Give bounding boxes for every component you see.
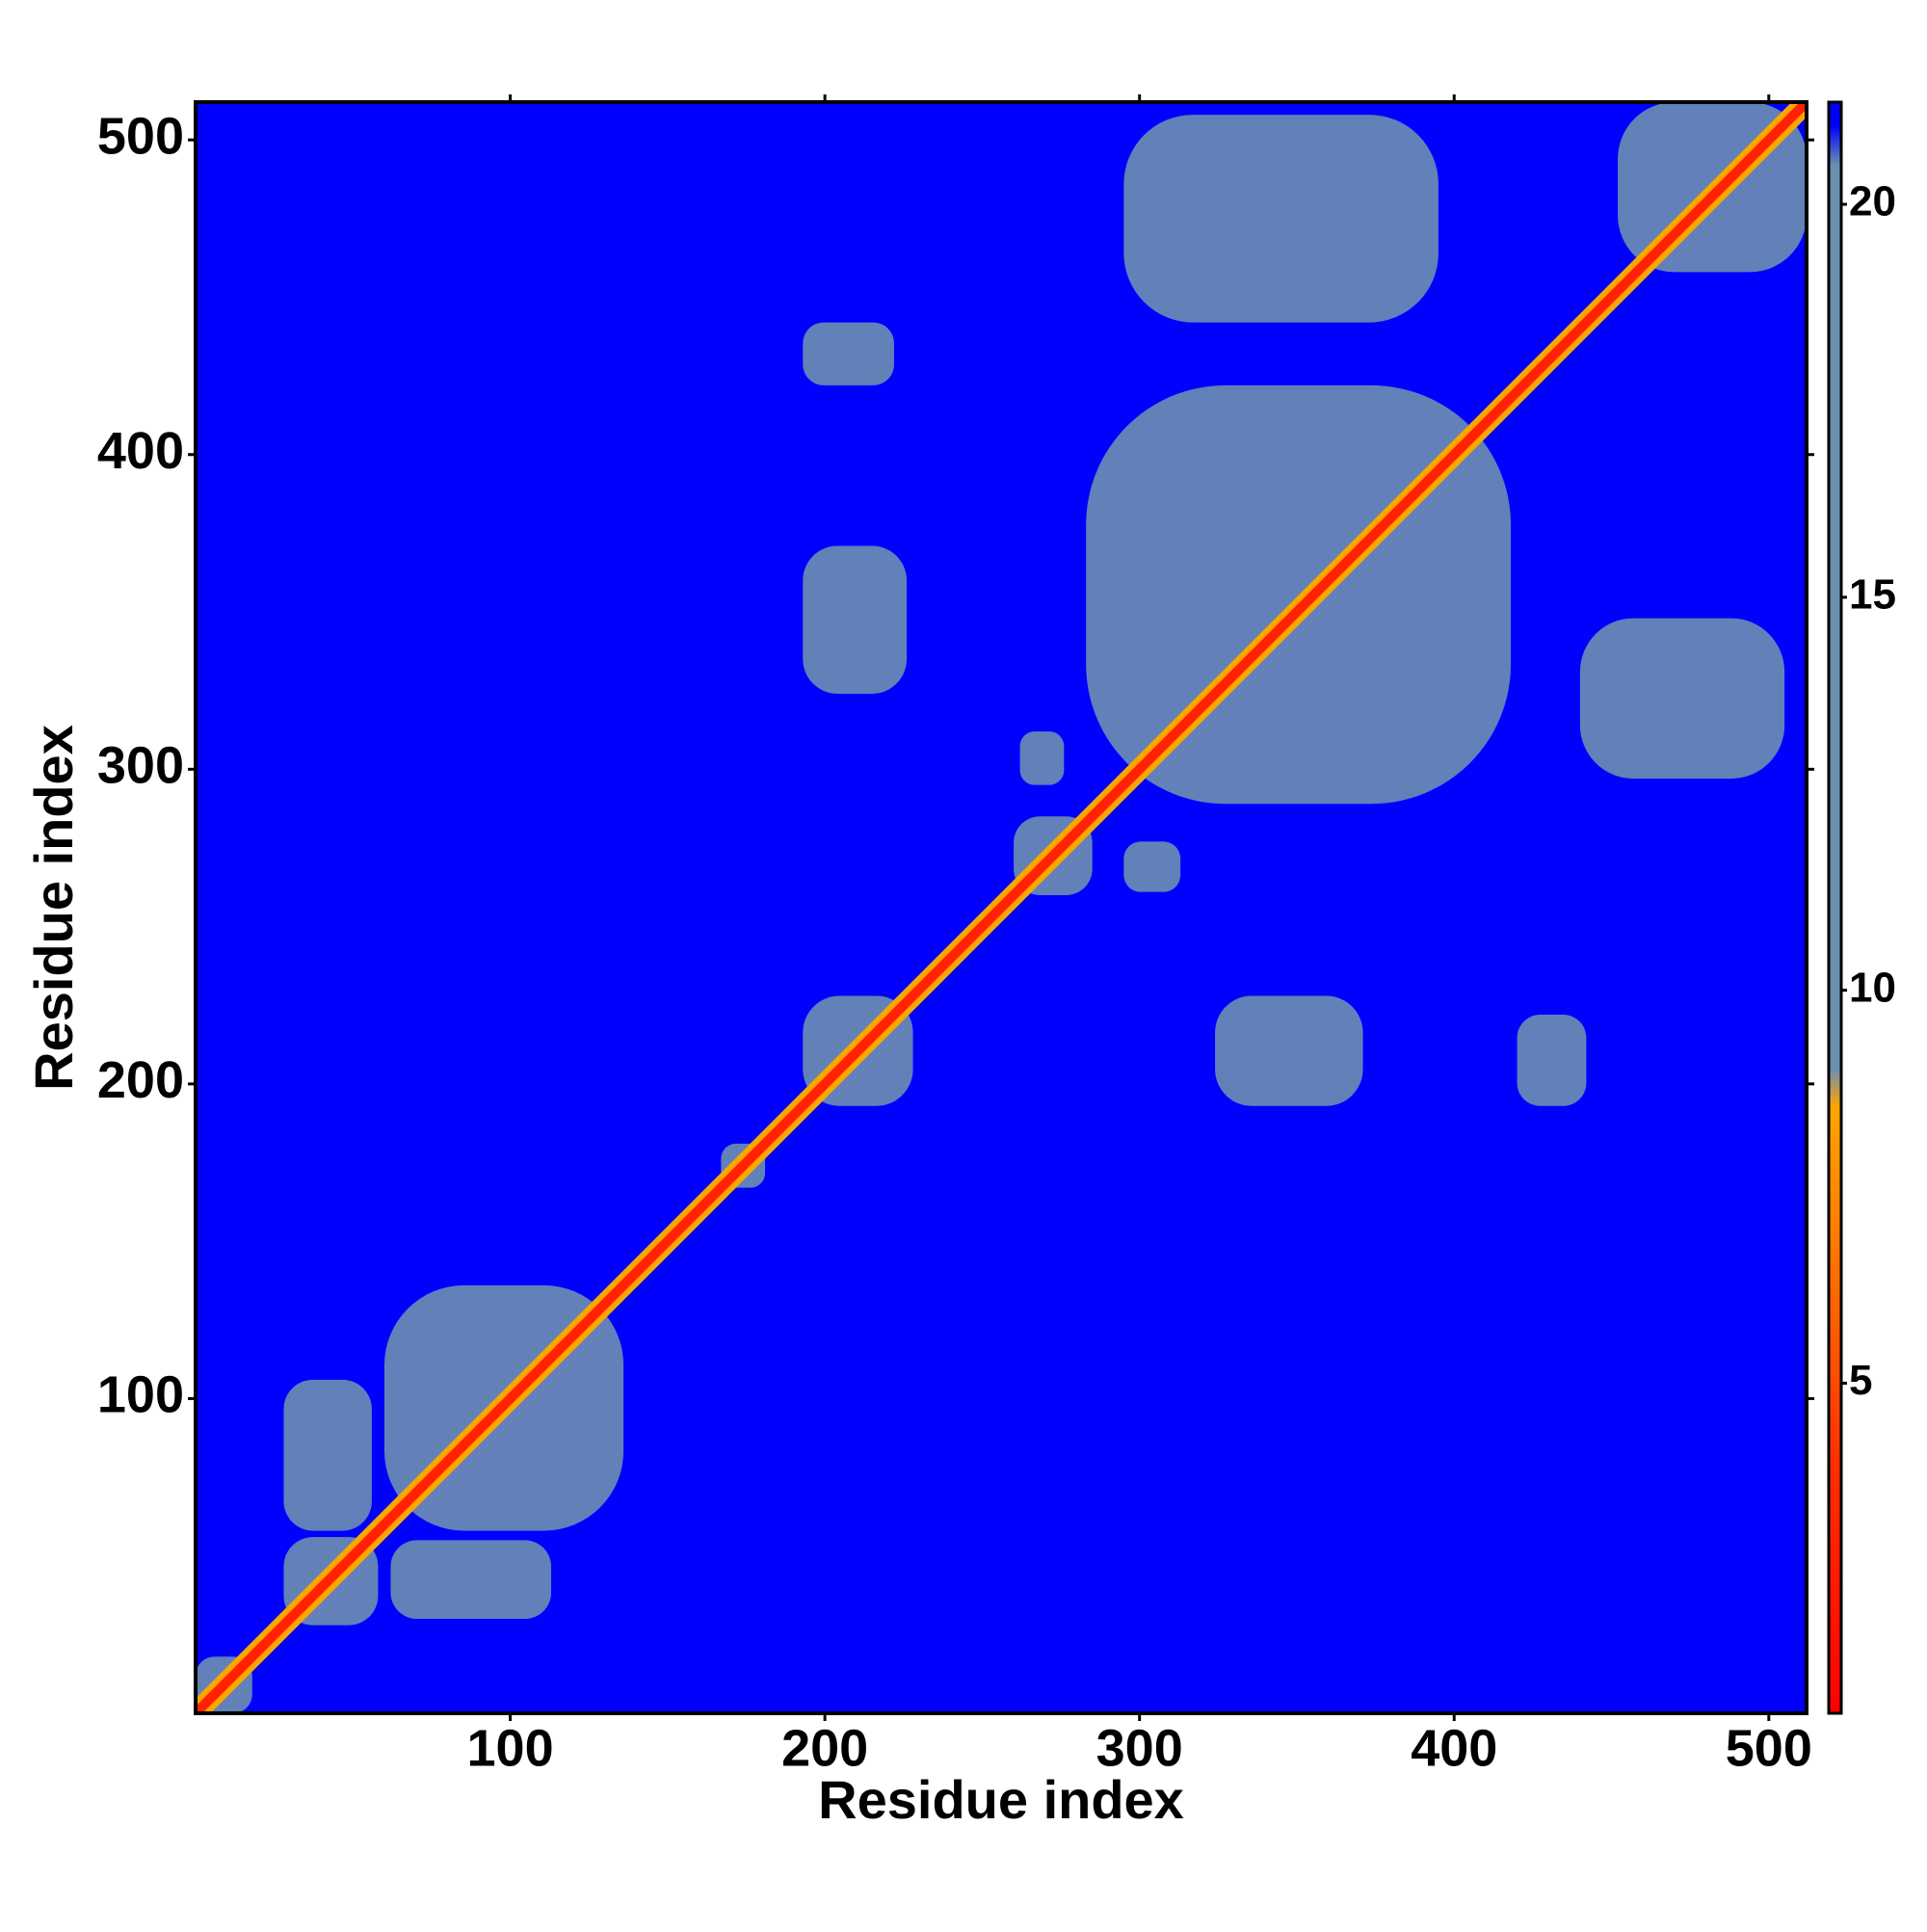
x-tick-label: 200 xyxy=(781,1719,868,1777)
colorbar-tick-label: 20 xyxy=(1849,178,1896,225)
plot-border xyxy=(194,100,1808,1715)
contact-block xyxy=(390,1540,552,1620)
x-axis-title: Residue index xyxy=(818,1769,1184,1830)
contact-block xyxy=(1517,1015,1587,1106)
x-tick-label: 400 xyxy=(1411,1719,1497,1777)
contact-block xyxy=(803,545,908,694)
contact-block xyxy=(1123,115,1439,323)
colorbar-tick-label: 5 xyxy=(1849,1357,1872,1404)
contact-block xyxy=(1123,841,1181,892)
colorbar-tick-label: 15 xyxy=(1849,570,1896,618)
y-tick-label: 200 xyxy=(97,1051,184,1109)
contact-block xyxy=(803,322,894,385)
colorbar xyxy=(1827,100,1843,1715)
y-tick-label: 400 xyxy=(97,422,184,480)
contact-block xyxy=(1215,995,1363,1106)
diagonal xyxy=(196,102,1807,1713)
y-tick-label: 100 xyxy=(97,1366,184,1424)
contact-block xyxy=(283,1379,372,1531)
colorbar-tick-label: 10 xyxy=(1849,964,1896,1011)
x-tick-label: 500 xyxy=(1726,1719,1812,1777)
x-tick-label: 100 xyxy=(467,1719,554,1777)
contact-block xyxy=(1579,618,1785,780)
y-tick-label: 300 xyxy=(97,737,184,795)
y-tick-label: 500 xyxy=(97,107,184,165)
x-tick-label: 300 xyxy=(1096,1719,1183,1777)
contact-block xyxy=(1019,731,1065,785)
y-axis-title: Residue index xyxy=(23,725,84,1091)
heatmap xyxy=(196,102,1807,1713)
